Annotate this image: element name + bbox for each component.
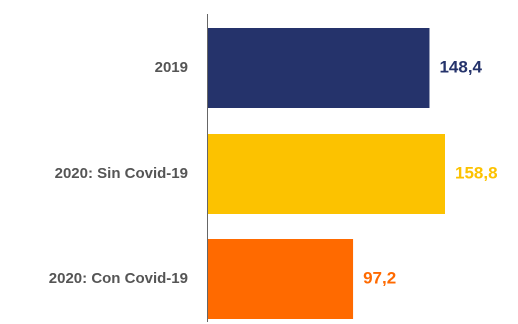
value-label-2: 158,8 <box>455 163 498 182</box>
bar-2 <box>208 134 445 214</box>
category-label-2: 2020: Sin Covid-19 <box>55 165 188 182</box>
bar-1 <box>208 28 430 108</box>
labels-group: 2019 148,4 2020: Sin Covid-19 158,8 2020: Co… <box>49 57 498 287</box>
value-label-1: 148,4 <box>439 57 482 76</box>
category-label-1: 2019 <box>155 59 188 76</box>
bars-group <box>208 28 445 319</box>
bar-3 <box>208 239 354 319</box>
category-label-3: 2020: Con Covid-19 <box>49 270 188 287</box>
value-label-3: 97,2 <box>363 268 396 287</box>
